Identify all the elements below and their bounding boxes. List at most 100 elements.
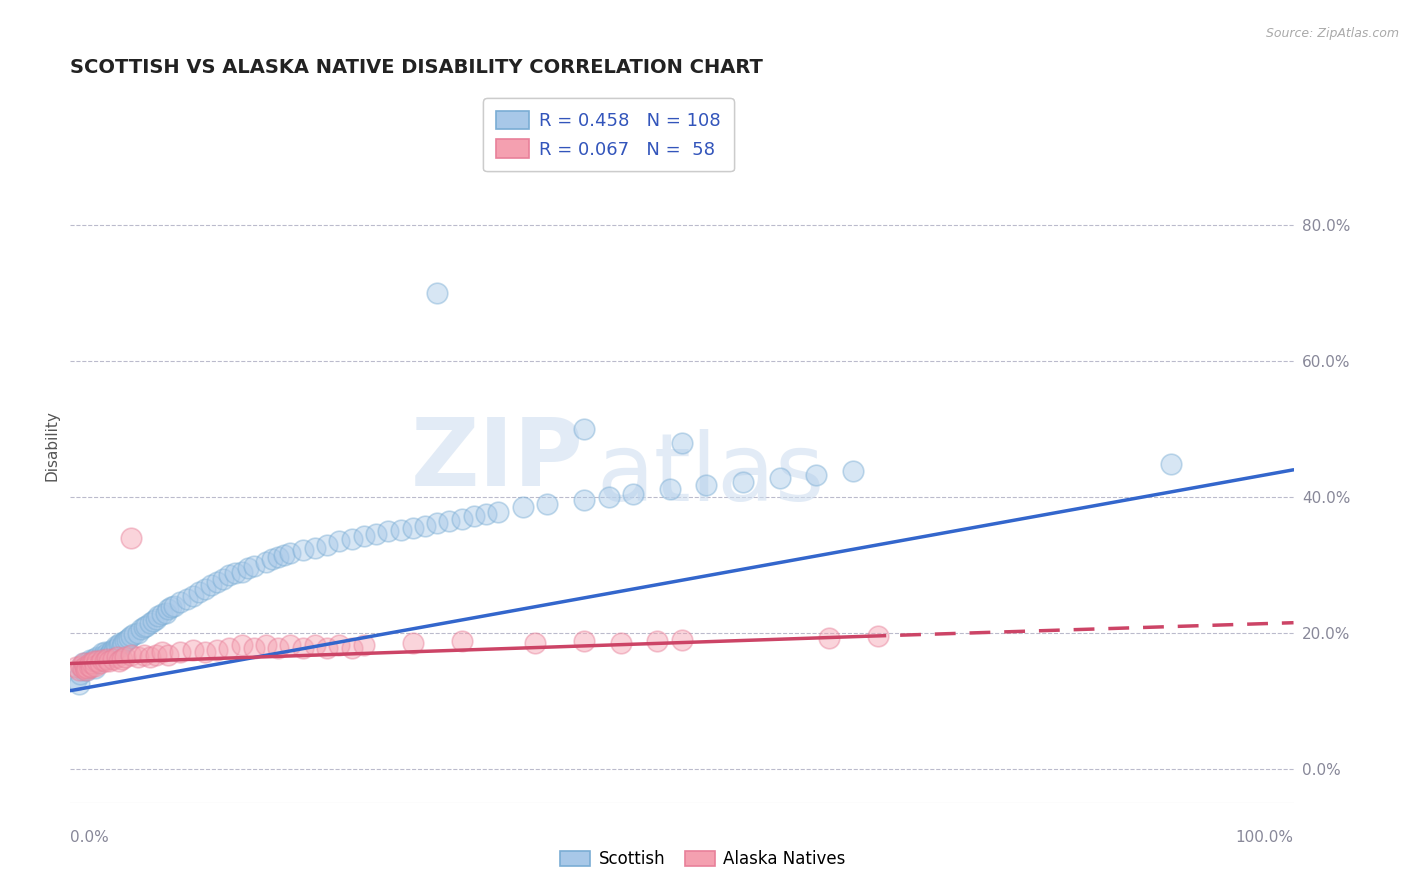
Point: [194, 582, 217, 596]
Point: [353, 529, 375, 543]
Point: [65, 673, 87, 688]
Point: [89, 651, 111, 665]
Point: [97, 649, 120, 664]
Point: [1160, 458, 1182, 472]
Point: [769, 471, 792, 485]
Point: [273, 548, 295, 562]
Point: [75, 663, 97, 677]
Point: [524, 636, 547, 650]
Point: [150, 645, 173, 659]
Point: [129, 623, 152, 637]
Point: [377, 524, 399, 538]
Point: [200, 578, 222, 592]
Point: [205, 643, 228, 657]
Point: [402, 520, 425, 534]
Text: Source: ZipAtlas.com: Source: ZipAtlas.com: [1265, 27, 1399, 40]
Point: [65, 660, 87, 674]
Point: [218, 640, 240, 655]
Text: ZIP: ZIP: [411, 414, 583, 507]
Point: [224, 566, 246, 580]
Point: [93, 655, 115, 669]
Point: [108, 638, 131, 652]
Point: [572, 634, 595, 648]
Point: [122, 627, 145, 641]
Point: [157, 602, 180, 616]
Point: [94, 649, 117, 664]
Point: [75, 657, 97, 671]
Point: [304, 638, 326, 652]
Point: [79, 653, 101, 667]
Legend: Scottish, Alaska Natives: Scottish, Alaska Natives: [554, 844, 852, 875]
Point: [280, 546, 302, 560]
Point: [111, 651, 134, 665]
Point: [155, 606, 177, 620]
Point: [101, 651, 124, 665]
Point: [598, 490, 620, 504]
Point: [340, 640, 363, 655]
Point: [80, 660, 103, 674]
Point: [86, 653, 108, 667]
Point: [135, 619, 157, 633]
Point: [110, 636, 132, 650]
Point: [121, 629, 143, 643]
Point: [236, 561, 259, 575]
Point: [291, 640, 314, 655]
Point: [658, 482, 681, 496]
Text: atlas: atlas: [596, 428, 824, 521]
Point: [91, 646, 114, 660]
Point: [610, 636, 633, 650]
Point: [83, 655, 105, 669]
Point: [159, 600, 181, 615]
Point: [328, 638, 350, 652]
Point: [817, 632, 839, 646]
Point: [157, 648, 180, 662]
Point: [142, 614, 165, 628]
Point: [67, 677, 90, 691]
Point: [842, 464, 865, 478]
Point: [127, 626, 149, 640]
Point: [231, 565, 253, 579]
Point: [231, 638, 253, 652]
Point: [72, 657, 94, 671]
Point: [121, 648, 143, 662]
Point: [671, 435, 693, 450]
Point: [169, 645, 191, 659]
Point: [127, 649, 149, 664]
Point: [69, 666, 91, 681]
Point: [621, 486, 644, 500]
Point: [72, 663, 94, 677]
Text: 100.0%: 100.0%: [1236, 830, 1294, 845]
Point: [254, 638, 277, 652]
Point: [111, 636, 134, 650]
Legend: R = 0.458   N = 108, R = 0.067   N =  58: R = 0.458 N = 108, R = 0.067 N = 58: [484, 98, 734, 171]
Text: SCOTTISH VS ALASKA NATIVE DISABILITY CORRELATION CHART: SCOTTISH VS ALASKA NATIVE DISABILITY COR…: [70, 57, 763, 77]
Point: [205, 574, 228, 589]
Point: [82, 655, 104, 669]
Point: [647, 634, 669, 648]
Point: [176, 591, 198, 606]
Point: [67, 663, 90, 677]
Point: [181, 589, 204, 603]
Point: [450, 634, 472, 648]
Point: [572, 422, 595, 436]
Point: [145, 648, 167, 662]
Point: [243, 640, 266, 655]
Point: [91, 653, 114, 667]
Point: [169, 595, 191, 609]
Point: [806, 468, 828, 483]
Point: [90, 649, 112, 664]
Text: 0.0%: 0.0%: [70, 830, 110, 845]
Point: [488, 505, 510, 519]
Point: [114, 649, 136, 664]
Point: [83, 661, 105, 675]
Point: [73, 660, 96, 674]
Point: [212, 572, 235, 586]
Point: [145, 612, 167, 626]
Point: [111, 640, 134, 654]
Point: [76, 661, 98, 675]
Point: [101, 646, 124, 660]
Point: [83, 658, 105, 673]
Point: [340, 532, 363, 546]
Point: [103, 643, 125, 657]
Point: [84, 657, 107, 671]
